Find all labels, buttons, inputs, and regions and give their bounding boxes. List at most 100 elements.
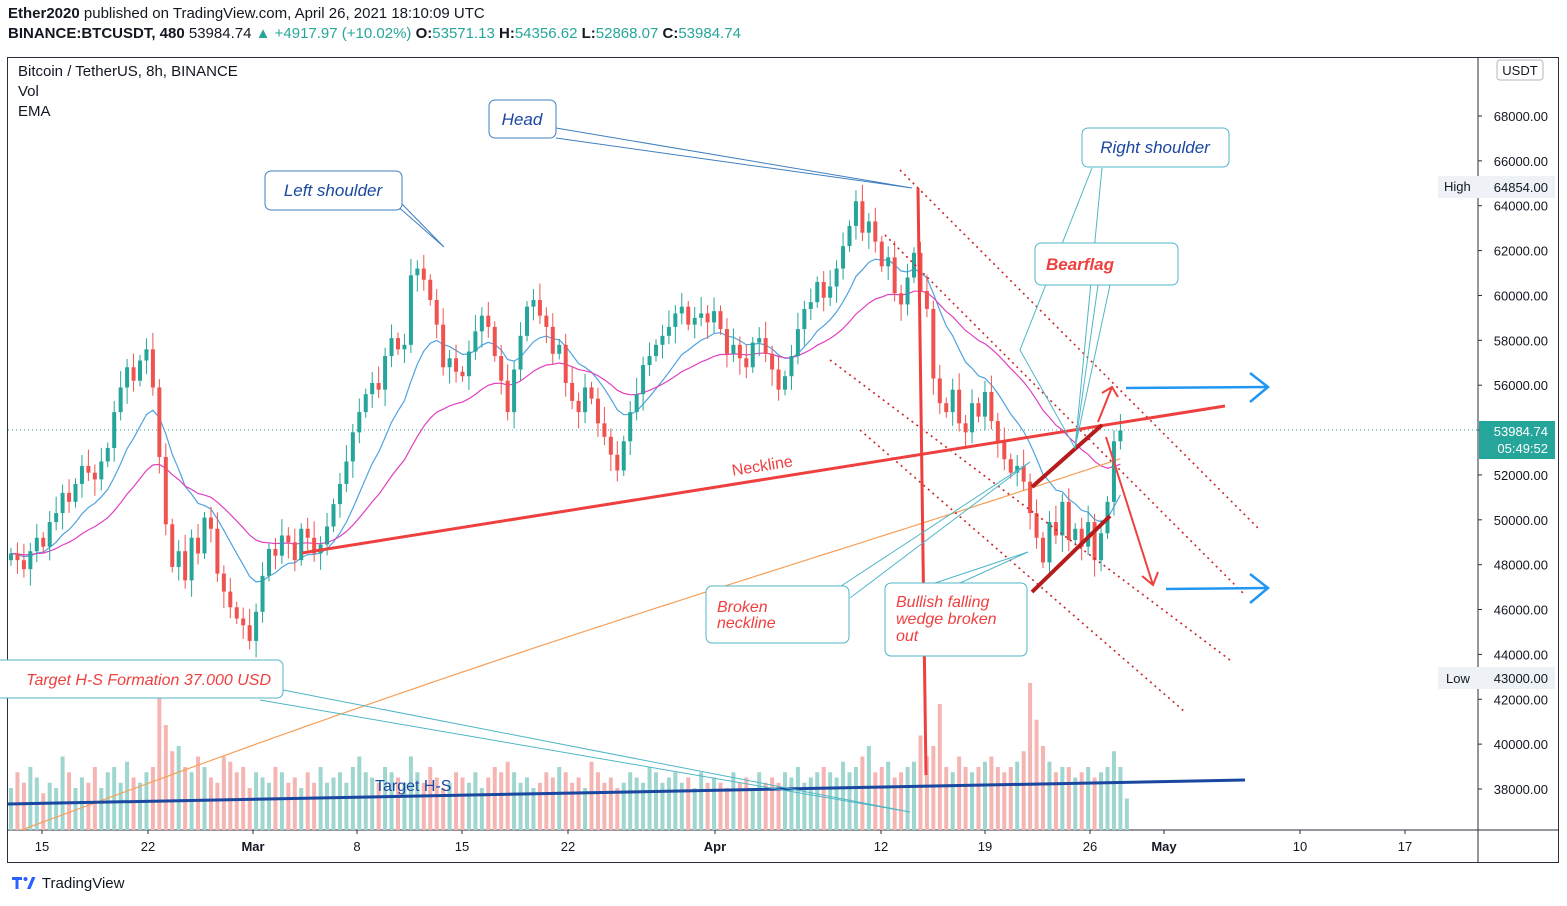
volume-bar — [54, 788, 59, 830]
ema-mid-line — [10, 290, 1121, 556]
candle-body — [247, 625, 252, 641]
candle-body — [821, 282, 826, 298]
wedge-callout[interactable]: Bullish falling wedge broken out — [884, 582, 1028, 657]
candle-body — [428, 279, 433, 300]
volume-bar — [499, 772, 504, 830]
volume-bar — [563, 772, 568, 830]
bearflag-callout[interactable]: Bearflag — [1034, 242, 1179, 286]
volume-bar — [692, 788, 697, 830]
low-marker: Low 43000.00 — [1438, 667, 1555, 689]
volume-bar — [1008, 767, 1013, 830]
candle-body — [131, 367, 136, 381]
volume-bar — [853, 767, 858, 830]
candle-body — [473, 331, 478, 352]
candle-body — [434, 299, 439, 325]
price-tick-label: 60000.00 — [1494, 288, 1548, 303]
broken-neckline-callout-pointer — [834, 461, 1031, 599]
left-shoulder-callout[interactable]: Left shoulder — [264, 170, 403, 211]
candle-body — [286, 535, 291, 543]
candle-body — [460, 371, 465, 377]
publisher-name[interactable]: Ether2020 — [8, 5, 80, 22]
legend-vol[interactable]: Vol — [18, 83, 39, 100]
last-price-marker: 53984.74 05:49:52 — [1479, 421, 1555, 459]
candle-body — [408, 275, 413, 345]
volume-bar — [557, 767, 562, 830]
volume-bar — [899, 772, 904, 830]
candle-body — [279, 535, 284, 556]
low-value: 52868.07 — [595, 25, 659, 42]
candle-body — [692, 317, 697, 325]
volume-bar — [112, 767, 117, 830]
volume-bar — [776, 782, 781, 830]
head-callout[interactable]: Head — [488, 99, 557, 139]
currency-badge[interactable]: USDT — [1496, 59, 1544, 81]
volume-bar — [396, 777, 400, 830]
volume-bar — [989, 756, 994, 830]
volume-bar — [918, 735, 923, 830]
candle-body — [415, 268, 420, 276]
candle-body — [899, 293, 904, 305]
candle-body — [1034, 513, 1039, 538]
volume-bar — [608, 777, 613, 830]
blue-arrow-top-line — [1125, 385, 1269, 390]
candle-body — [312, 537, 317, 554]
volume-bar — [421, 782, 426, 830]
candle-body — [886, 257, 891, 267]
volume-bar — [247, 788, 252, 830]
candle-body — [183, 551, 188, 581]
candle-body — [1092, 522, 1097, 561]
low-label: L: — [581, 25, 596, 42]
candle-body — [1008, 459, 1013, 473]
head-label: Head — [502, 110, 543, 129]
candle-body — [950, 389, 955, 413]
volume-bar — [73, 788, 78, 830]
tradingview-logo[interactable]: TradingView — [10, 873, 124, 892]
candle-body — [699, 313, 704, 318]
candle-body — [995, 421, 1000, 442]
legend-ema[interactable]: EMA — [18, 103, 51, 120]
volume-bar — [21, 782, 26, 830]
time-tick-label: 12 — [874, 839, 888, 854]
broken-neckline-callout[interactable]: Broken neckline — [705, 585, 850, 644]
projection-up-line — [1097, 386, 1113, 423]
volume-bar — [1002, 772, 1007, 830]
candle-body — [1111, 441, 1116, 502]
candle-body — [157, 387, 162, 457]
volume-bar — [1047, 761, 1052, 830]
target-formation-callout[interactable]: Target H-S Formation 37.000 USD — [0, 659, 284, 699]
candle-body — [537, 299, 542, 316]
volume-bar — [292, 777, 297, 830]
volume-bar — [686, 777, 691, 830]
candle-body — [834, 268, 839, 287]
candle-body — [608, 436, 613, 455]
candle-body — [221, 573, 226, 592]
volume-bar — [821, 767, 826, 830]
candle-body — [982, 391, 987, 417]
volume-bar — [1079, 772, 1084, 830]
volume-bar — [479, 788, 484, 830]
legend-title[interactable]: Bitcoin / TetherUS, 8h, BINANCE — [18, 63, 238, 80]
candle-body — [1015, 465, 1020, 473]
candle-body — [67, 492, 72, 502]
volume-bar — [537, 782, 542, 830]
volume-bar — [1041, 746, 1045, 830]
candle-body — [383, 356, 388, 390]
volume-bar — [1021, 751, 1026, 830]
volume-bar — [660, 782, 665, 830]
candle-body — [228, 591, 233, 608]
volume-bar — [957, 756, 962, 830]
candle-body — [447, 358, 452, 368]
candle-body — [828, 286, 833, 298]
volume-bar — [402, 782, 407, 830]
price-tick-label: 38000.00 — [1494, 782, 1548, 797]
candle-body — [273, 548, 278, 556]
candle-body — [441, 324, 446, 368]
volume-bar — [647, 767, 652, 830]
volume-bar — [841, 761, 846, 830]
candle-body — [531, 299, 536, 307]
volume-bar — [583, 788, 588, 830]
volume-bar — [750, 788, 755, 830]
candle-body — [73, 483, 78, 502]
right-shoulder-callout[interactable]: Right shoulder — [1081, 127, 1230, 168]
